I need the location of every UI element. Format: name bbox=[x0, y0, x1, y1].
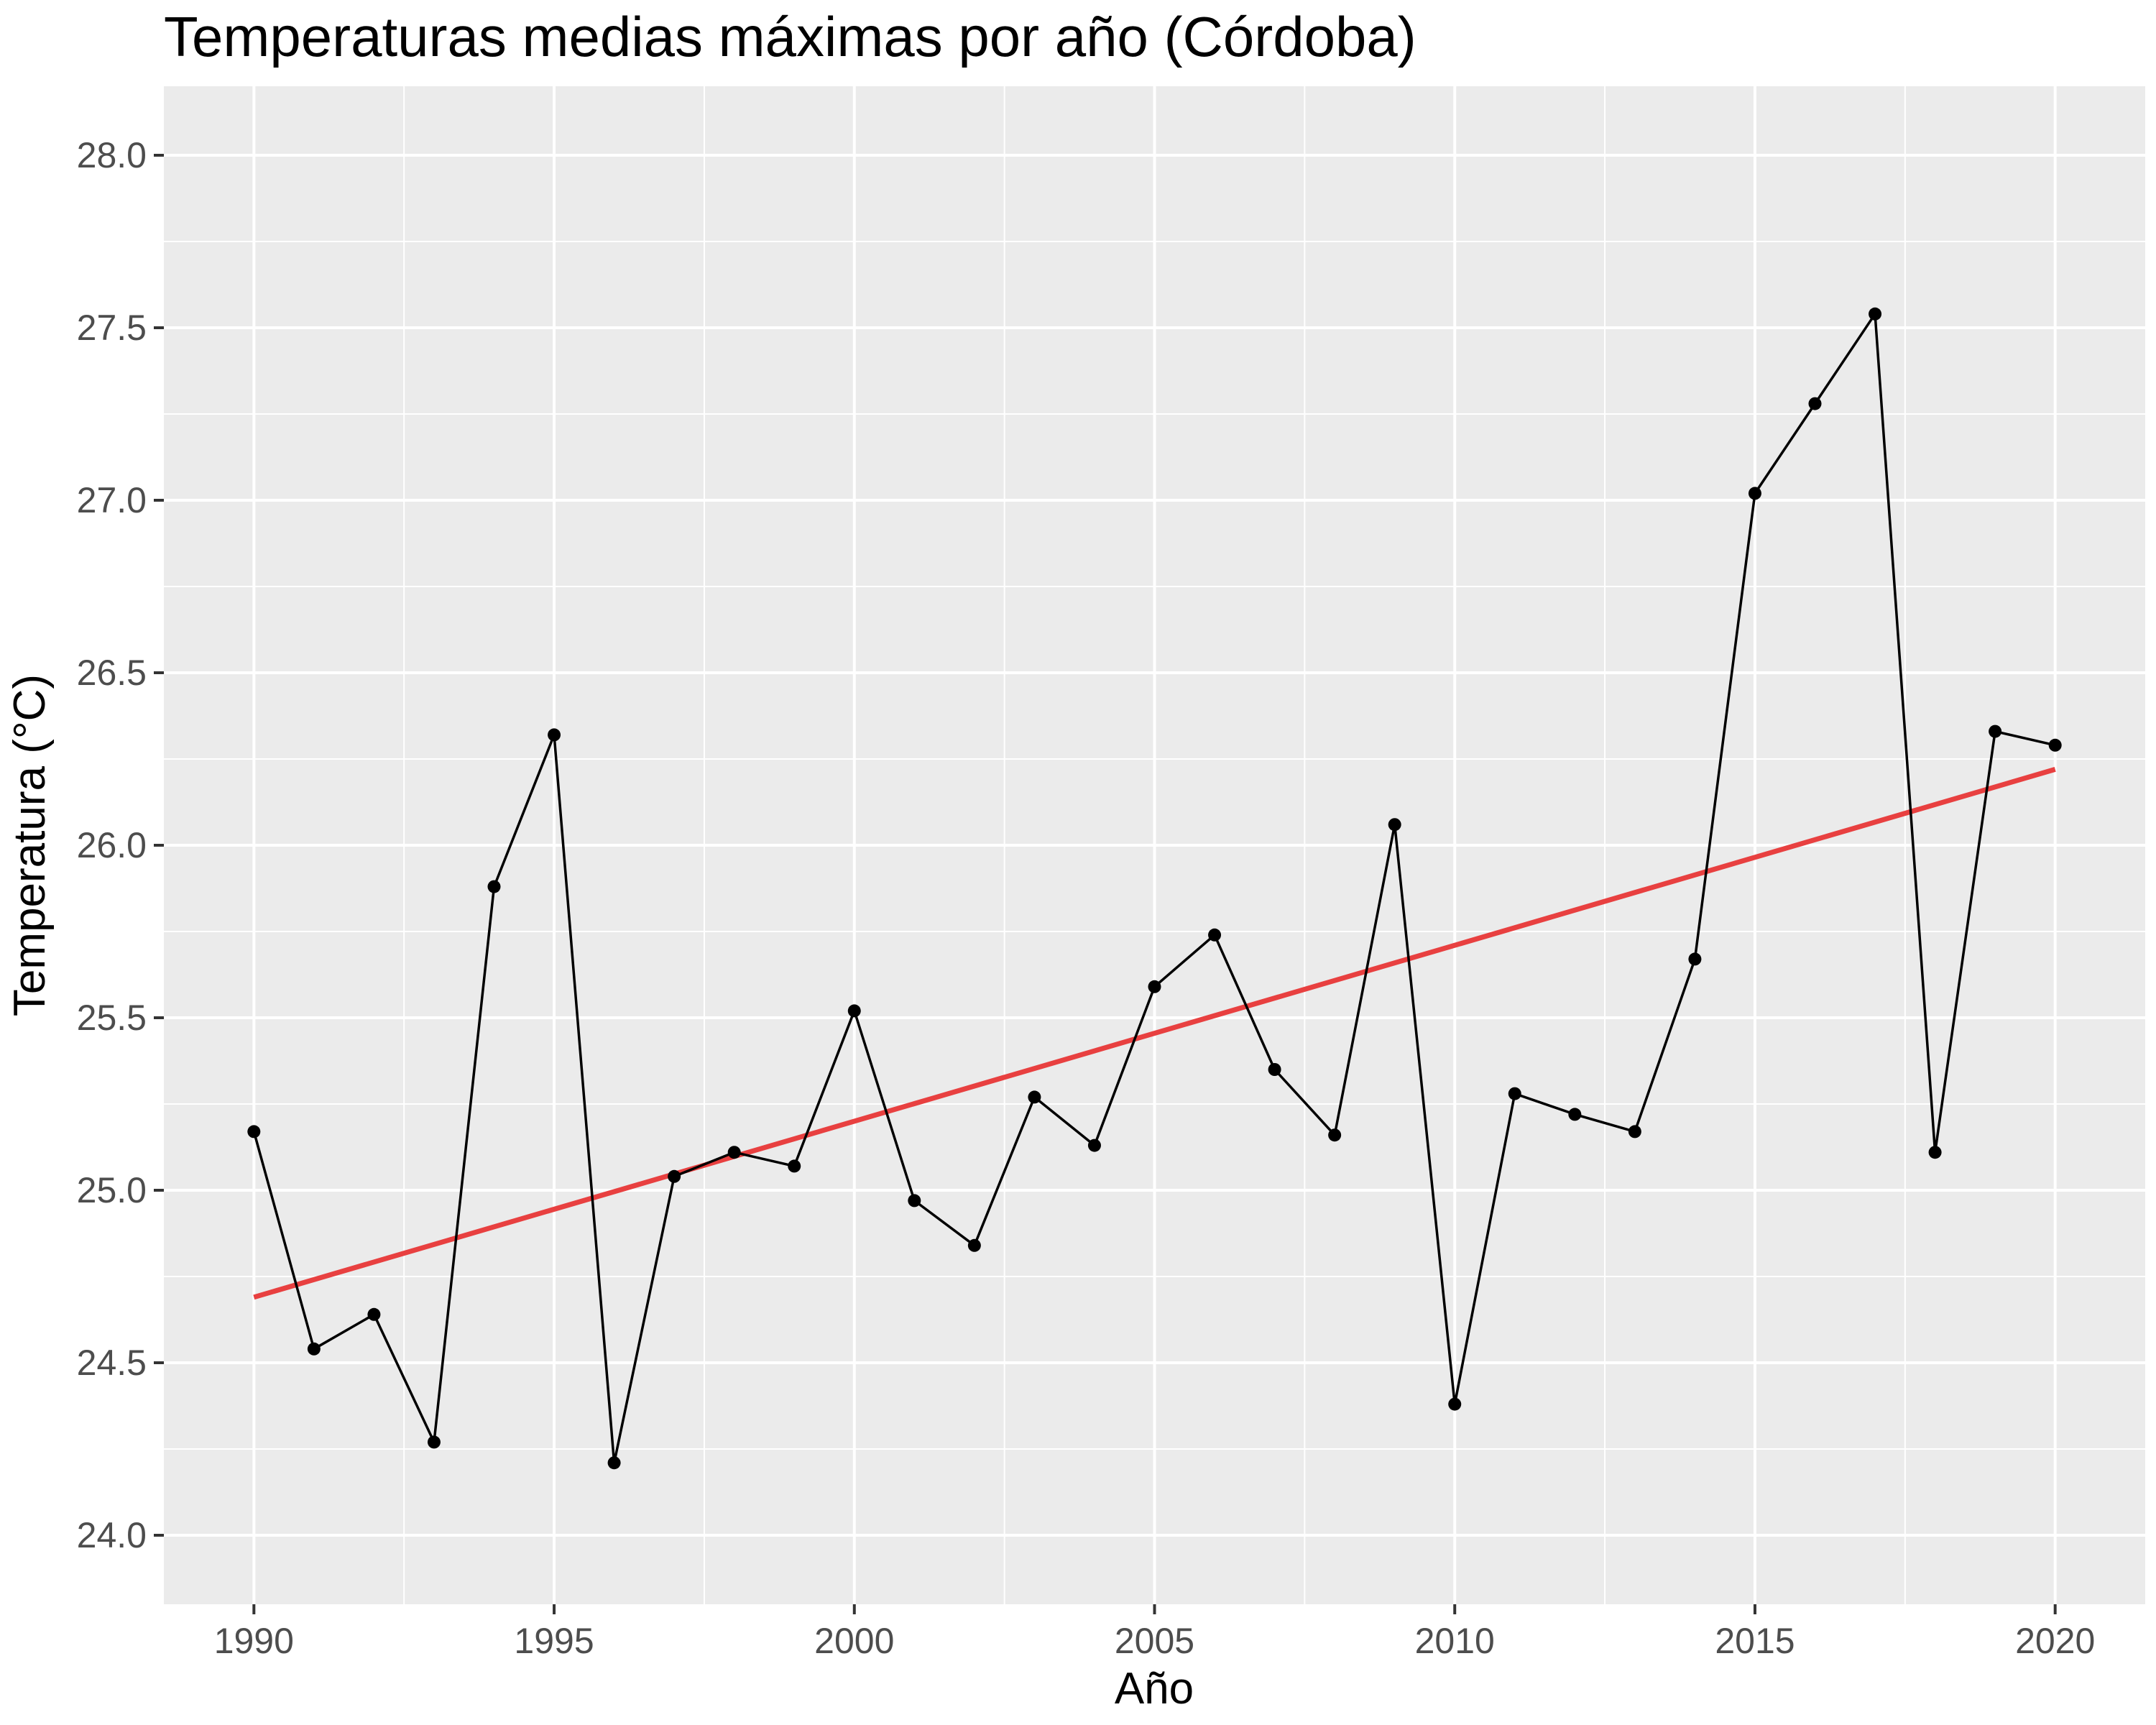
x-tick-label: 2000 bbox=[814, 1621, 894, 1661]
data-point bbox=[487, 880, 501, 893]
trend-layer bbox=[253, 767, 2056, 1300]
data-point bbox=[1748, 487, 1761, 500]
data-point bbox=[1388, 818, 1401, 832]
x-tick-label: 2005 bbox=[1115, 1621, 1194, 1661]
data-point bbox=[1268, 1063, 1281, 1076]
y-tick-label: 24.5 bbox=[77, 1343, 147, 1383]
data-point bbox=[427, 1435, 441, 1449]
data-point bbox=[1568, 1108, 1582, 1121]
axes: 1990 1995 2000 2005 2010 2015 2020 24.0 24.5 25.0… bbox=[77, 135, 2096, 1661]
data-point bbox=[1628, 1125, 1641, 1138]
gridlines bbox=[164, 86, 2145, 1604]
series-layer bbox=[247, 307, 2062, 1470]
data-point bbox=[908, 1194, 921, 1208]
data-point bbox=[367, 1307, 381, 1321]
data-point bbox=[1328, 1128, 1342, 1142]
y-tick-label: 28.0 bbox=[77, 135, 147, 175]
y-tick-label: 25.5 bbox=[77, 998, 147, 1038]
data-point bbox=[788, 1159, 801, 1173]
data-point bbox=[668, 1169, 681, 1183]
trend-line bbox=[253, 767, 2056, 1300]
x-tick-label: 2020 bbox=[2015, 1621, 2095, 1661]
data-point bbox=[1448, 1397, 1462, 1411]
data-point bbox=[1688, 952, 1702, 966]
y-tick-label: 27.5 bbox=[77, 308, 147, 348]
y-tick-label: 26.5 bbox=[77, 653, 147, 693]
y-tick-label: 24.0 bbox=[77, 1515, 147, 1555]
x-tick-label: 2015 bbox=[1715, 1621, 1795, 1661]
x-tick-label: 1995 bbox=[514, 1621, 594, 1661]
data-point bbox=[1028, 1090, 1041, 1104]
y-axis-title: Temperatura (°C) bbox=[5, 674, 55, 1016]
data-point bbox=[847, 1004, 861, 1018]
data-point bbox=[727, 1146, 741, 1159]
data-point bbox=[607, 1456, 621, 1470]
x-axis-title: Año bbox=[1115, 1664, 1194, 1714]
data-point bbox=[1508, 1087, 1521, 1100]
chart-title: Temperaturas medias máximas por año (Cór… bbox=[164, 5, 1416, 68]
data-point bbox=[548, 728, 561, 742]
y-tick-label: 25.0 bbox=[77, 1170, 147, 1210]
data-point bbox=[1808, 397, 1822, 410]
data-point bbox=[1989, 724, 2002, 738]
data-point bbox=[967, 1238, 981, 1252]
data-point bbox=[2048, 738, 2062, 752]
y-tick-label: 27.0 bbox=[77, 480, 147, 520]
data-point bbox=[307, 1342, 321, 1356]
data-point bbox=[1148, 980, 1161, 993]
y-tick-label: 26.0 bbox=[77, 825, 147, 865]
data-point bbox=[1208, 928, 1222, 942]
x-tick-label: 2010 bbox=[1415, 1621, 1495, 1661]
data-point bbox=[1928, 1146, 1942, 1159]
x-tick-label: 1990 bbox=[214, 1621, 294, 1661]
data-point bbox=[1087, 1138, 1101, 1152]
data-point bbox=[247, 1125, 261, 1138]
data-point bbox=[1869, 307, 1882, 321]
